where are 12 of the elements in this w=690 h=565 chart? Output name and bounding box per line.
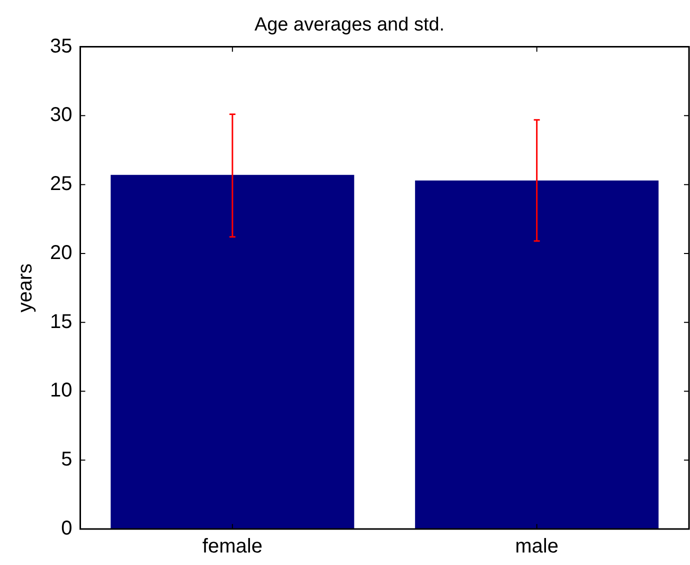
y-tick-label: 20 — [50, 242, 72, 264]
x-tick-label: female — [202, 536, 262, 558]
y-tick-label: 15 — [50, 310, 72, 333]
y-axis-title: years — [14, 263, 37, 312]
chart-title: Age averages and std. — [254, 14, 445, 36]
y-tick-label: 35 — [50, 35, 72, 58]
y-tick-label: 25 — [50, 173, 72, 196]
x-tick-label: male — [515, 536, 558, 558]
y-tick-label: 5 — [61, 448, 72, 471]
y-tick-label: 0 — [61, 518, 72, 540]
y-tick-label: 10 — [50, 380, 72, 402]
y-tick-label: 30 — [50, 104, 72, 126]
